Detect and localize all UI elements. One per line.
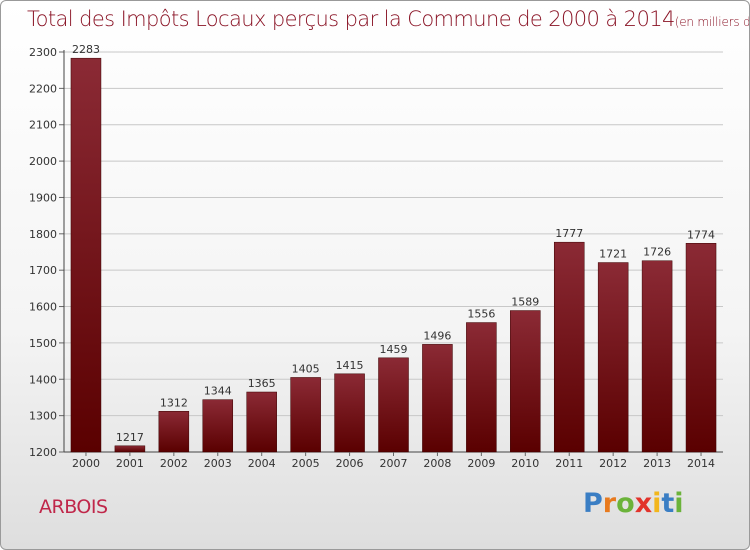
data-label: 1217 — [116, 431, 144, 444]
bar — [422, 344, 453, 453]
chart-title-unit: (en milliers d'€) — [674, 15, 750, 29]
x-tick-label: 2004 — [248, 457, 276, 470]
x-tick-label: 2012 — [599, 457, 627, 470]
bar — [510, 310, 541, 453]
y-tick-label: 1700 — [29, 264, 57, 277]
x-tick-label: 2002 — [160, 457, 188, 470]
commune-name: ARBOIS — [39, 496, 108, 518]
logo-letter: P — [583, 488, 603, 519]
y-tick-label: 1600 — [29, 301, 57, 314]
chart-title: Total des Impôts Locaux perçus par la Co… — [27, 7, 750, 31]
x-tick-label: 2006 — [336, 457, 364, 470]
y-tick-label: 2100 — [29, 119, 57, 132]
y-tick-label: 1300 — [29, 410, 57, 423]
x-tick-label: 2013 — [643, 457, 671, 470]
data-label: 1774 — [687, 228, 715, 241]
bar — [378, 357, 409, 453]
logo-letter: x — [634, 488, 653, 519]
logo-letter: r — [602, 488, 617, 519]
bar — [290, 377, 321, 453]
logo-letter: i — [652, 488, 662, 519]
y-tick-label: 2000 — [29, 155, 57, 168]
data-label: 1312 — [160, 396, 188, 409]
data-label: 1344 — [204, 385, 232, 398]
y-tick-label: 1400 — [29, 373, 57, 386]
y-tick-label: 2300 — [29, 46, 57, 59]
data-label: 1777 — [555, 227, 583, 240]
bar — [202, 399, 234, 453]
data-label: 1721 — [599, 248, 627, 261]
bar — [70, 57, 102, 453]
x-tick-label: 2009 — [467, 457, 495, 470]
bar — [466, 322, 497, 453]
chart-title-main: Total des Impôts Locaux perçus par la Co… — [27, 7, 675, 31]
x-tick-label: 2001 — [116, 457, 144, 470]
data-label: 1556 — [467, 308, 495, 321]
x-tick-label: 2000 — [72, 457, 100, 470]
bar — [334, 373, 365, 453]
bar — [114, 445, 146, 453]
logo-letter: i — [674, 488, 684, 519]
x-tick-label: 2003 — [204, 457, 232, 470]
y-tick-label: 1900 — [29, 191, 57, 204]
x-tick-label: 2005 — [292, 457, 320, 470]
bar — [597, 262, 629, 453]
data-label: 1496 — [423, 329, 451, 342]
data-label: 2283 — [72, 43, 100, 56]
bar — [246, 391, 277, 453]
data-label: 1589 — [511, 296, 539, 309]
data-label: 1459 — [380, 343, 408, 356]
y-tick-label: 1200 — [29, 446, 57, 459]
x-tick-label: 2010 — [511, 457, 539, 470]
bar — [685, 243, 717, 453]
x-tick-label: 2008 — [423, 457, 451, 470]
data-label: 1415 — [336, 359, 364, 372]
logo-letter: t — [661, 488, 675, 519]
bar — [641, 260, 673, 453]
bar — [553, 241, 585, 453]
proxiti-logo: Proxiti — [583, 488, 684, 519]
data-label: 1365 — [248, 377, 276, 390]
y-tick-label: 1500 — [29, 337, 57, 350]
x-tick-label: 2011 — [555, 457, 583, 470]
y-tick-label: 1800 — [29, 228, 57, 241]
bar — [158, 411, 190, 453]
data-label: 1726 — [643, 246, 671, 259]
x-tick-label: 2014 — [687, 457, 715, 470]
x-tick-label: 2007 — [380, 457, 408, 470]
logo-letter: o — [616, 488, 635, 519]
data-label: 1405 — [292, 362, 320, 375]
y-tick-label: 2200 — [29, 82, 57, 95]
